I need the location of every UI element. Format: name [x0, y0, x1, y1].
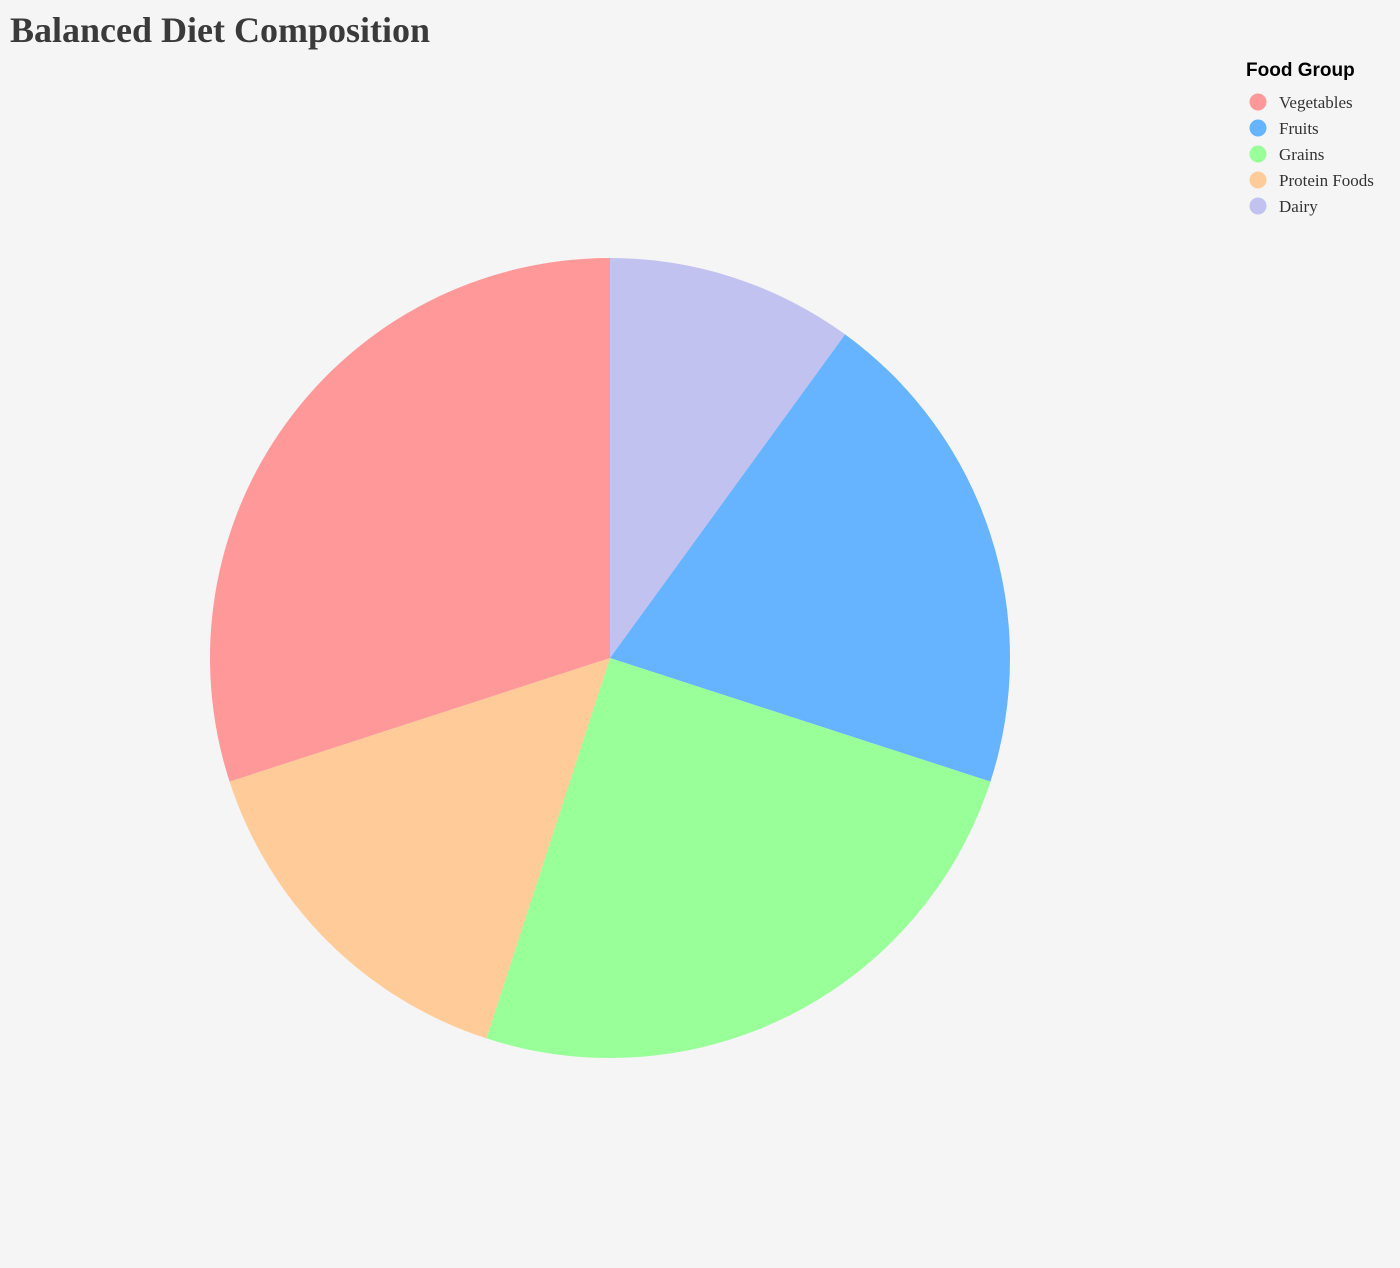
pie-slice-protein-foods	[229, 658, 610, 1039]
legend-item-protein-foods: Protein Foods	[1249, 171, 1374, 190]
legend-swatch-vegetables	[1249, 93, 1267, 111]
legend-item-vegetables: Vegetables	[1249, 93, 1353, 112]
legend-swatch-dairy	[1249, 197, 1267, 215]
legend-swatch-fruits	[1249, 119, 1267, 137]
chart-title: Balanced Diet Composition	[10, 10, 430, 50]
pie-slice-fruits	[610, 334, 1010, 782]
legend-swatch-protein-foods	[1249, 171, 1267, 189]
pie-slice-vegetables	[209, 258, 610, 782]
legend-items: Vegetables Fruits Grains Protein Foods Dairy	[1249, 93, 1374, 216]
legend-item-grains: Grains	[1249, 145, 1324, 164]
pie-slice-dairy	[610, 258, 846, 658]
pie-slices	[209, 258, 1010, 1058]
legend-label-grains: Grains	[1279, 145, 1324, 164]
legend-label-fruits: Fruits	[1279, 119, 1319, 138]
legend-item-fruits: Fruits	[1249, 119, 1319, 138]
legend-item-dairy: Dairy	[1249, 197, 1318, 216]
legend-label-protein-foods: Protein Foods	[1279, 171, 1374, 190]
legend-swatch-grains	[1249, 145, 1267, 163]
legend: Food Group Vegetables Fruits Grains Protein…	[1246, 60, 1374, 216]
legend-label-vegetables: Vegetables	[1279, 93, 1353, 112]
pie-slice-grains	[486, 658, 991, 1058]
legend-title: Food Group	[1246, 60, 1355, 81]
legend-label-dairy: Dairy	[1279, 197, 1318, 216]
